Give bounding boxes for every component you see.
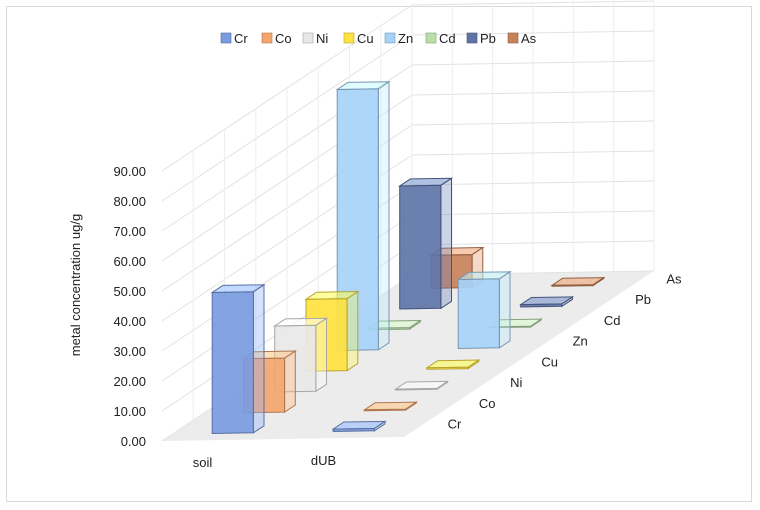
legend-swatch: [220, 32, 232, 44]
bar-zn-soil: [335, 80, 391, 352]
legend-swatch: [384, 32, 396, 44]
bar-as-dub: [550, 276, 606, 287]
legend-item-cr: Cr: [220, 31, 248, 46]
depth-tick-label: Co: [479, 396, 496, 411]
legend-label: Ni: [316, 31, 328, 46]
legend-label: Cd: [439, 31, 456, 46]
depth-tick-label: Cr: [448, 417, 462, 432]
legend-swatch: [343, 32, 355, 44]
legend-label: Cu: [357, 31, 374, 46]
y-tick-label: 40.00: [113, 314, 146, 329]
y-axis: 0.00 10.00 20.00 30.00 40.00 50.00 60.00 70.00 8…: [113, 164, 146, 449]
legend-swatch: [507, 32, 519, 44]
y-tick-label: 30.00: [113, 344, 146, 359]
bars: [210, 80, 606, 435]
bar-cr-soil: [210, 283, 266, 435]
legend-item-cd: Cd: [425, 31, 456, 46]
chart-back-wall: [161, 0, 655, 442]
legend-label: Zn: [398, 31, 413, 46]
legend-item-cu: Cu: [343, 31, 374, 46]
bar-pb-soil: [397, 177, 454, 310]
depth-tick-label: Pb: [635, 292, 651, 307]
y-tick-label: 90.00: [113, 164, 146, 179]
depth-tick-label: Cd: [604, 313, 621, 328]
legend-swatch: [425, 32, 437, 44]
legend: Cr Co Ni Cu Zn Cd Pb As: [220, 31, 537, 46]
y-tick-label: 60.00: [113, 254, 146, 269]
legend-item-as: As: [507, 31, 537, 46]
legend-item-ni: Ni: [302, 31, 328, 46]
y-tick-label: 20.00: [113, 374, 146, 389]
legend-label: As: [521, 31, 537, 46]
depth-tick-label: As: [666, 271, 682, 286]
depth-axis: Cr Co Ni Cu Zn Cd Pb As: [448, 271, 682, 431]
y-tick-label: 70.00: [113, 224, 146, 239]
x-tick-label: dUB: [311, 453, 336, 468]
depth-tick-label: Ni: [510, 375, 522, 390]
legend-swatch: [261, 32, 273, 44]
x-tick-label: soil: [193, 455, 213, 470]
legend-item-pb: Pb: [466, 31, 496, 46]
y-tick-label: 50.00: [113, 284, 146, 299]
bar-cr-dub: [331, 420, 387, 433]
legend-label: Cr: [234, 31, 248, 46]
y-tick-label: 0.00: [121, 434, 146, 449]
y-tick-label: 80.00: [113, 194, 146, 209]
gridline: [161, 30, 655, 202]
legend-label: Pb: [480, 31, 496, 46]
y-axis-title: metal concentration ug/g: [68, 214, 83, 356]
x-axis: soil dUB: [193, 453, 336, 470]
legend-item-zn: Zn: [384, 31, 413, 46]
y-tick-label: 10.00: [113, 404, 146, 419]
depth-tick-label: Cu: [541, 354, 558, 369]
bar-co-dub: [362, 401, 419, 412]
depth-tick-label: Zn: [573, 334, 588, 349]
gridline: [161, 0, 655, 172]
bar-ni-dub: [393, 380, 450, 391]
bar-cu-dub: [425, 359, 481, 370]
legend-label: Co: [275, 31, 292, 46]
legend-swatch: [466, 32, 478, 44]
legend-swatch: [302, 32, 314, 44]
legend-item-co: Co: [261, 31, 292, 46]
bar-zn-dub: [456, 270, 512, 350]
bar-pb-dub: [518, 295, 575, 308]
